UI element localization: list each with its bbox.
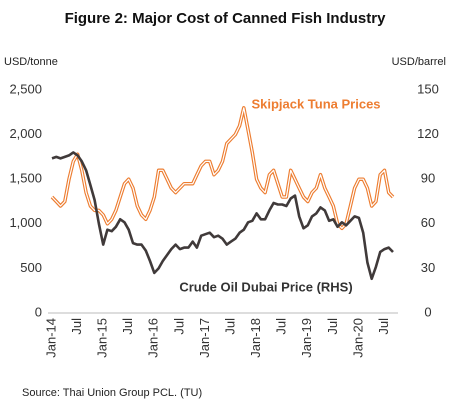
x-tick-label: Jan-18 [248,318,263,358]
y2-tick-label: 30 [421,260,435,275]
x-tick-label: Jul [120,318,135,335]
source: Source: Thai Union Group PCL. (TU) [22,387,202,399]
x-tick-label: Jul [171,318,186,335]
series-line-inner [51,107,394,229]
y2-axis-label: USD/barrel [392,56,446,68]
y2-tick-label: 60 [421,215,435,230]
series-line [50,106,395,231]
x-tick-label: Jan-15 [95,318,110,358]
x-tick-label: Jan-16 [146,318,161,358]
x-tick-label: Jan-14 [43,318,58,358]
annotation: Crude Oil Dubai Price (RHS) [179,279,352,294]
y2-tick-label: 90 [421,171,435,186]
x-tick-label: Jul [222,318,237,335]
x-tick-label: Jan-20 [350,318,365,358]
x-tick-label: Jul [69,318,84,335]
y-tick-label: 500 [20,260,42,275]
chart-title: Figure 2: Major Cost of Canned Fish Indu… [65,10,387,27]
x-tick-label: Jan-19 [299,318,314,358]
annotation: Skipjack Tuna Prices [251,96,380,111]
x-tick-label: Jul [376,318,391,335]
x-tick-label: Jan-17 [197,318,212,358]
y2-tick-label: 0 [424,304,431,319]
y-tick-label: 1,500 [9,171,42,186]
x-tick-label: Jul [274,318,289,335]
y2-tick-label: 120 [417,126,439,141]
y-tick-label: 1,000 [9,215,42,230]
y-tick-label: 2,500 [9,81,42,96]
y-tick-label: 2,000 [9,126,42,141]
x-tick-label: Jul [325,318,340,335]
y2-tick-label: 150 [417,81,439,96]
y-tick-label: 0 [35,304,42,319]
series-line [51,151,394,281]
y-axis-label: USD/tonne [4,56,58,68]
